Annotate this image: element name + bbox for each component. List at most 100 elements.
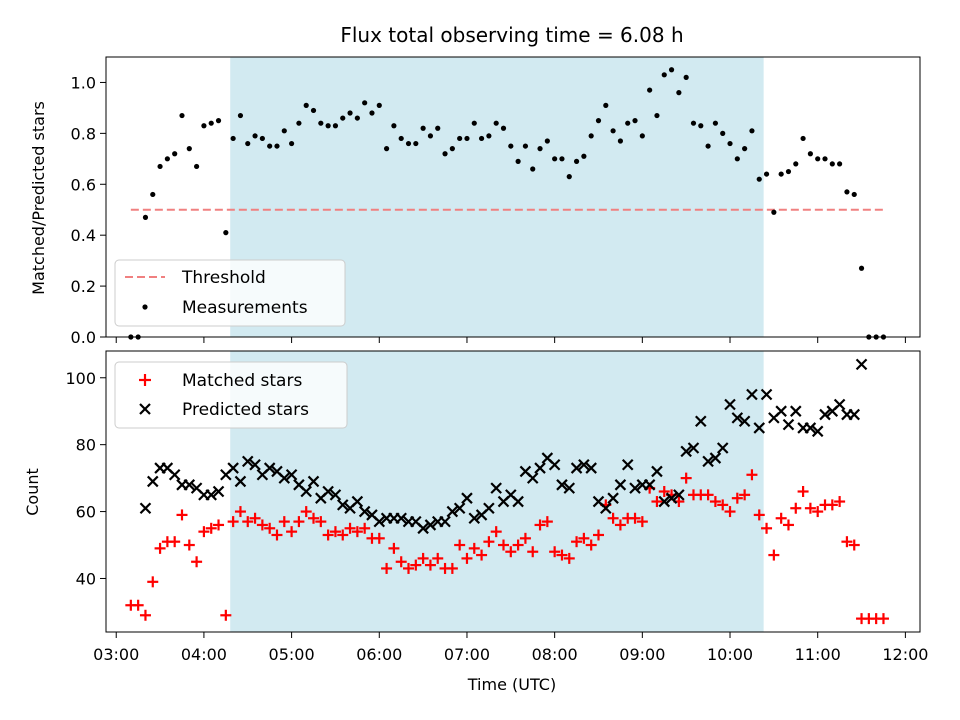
predicted-star-point xyxy=(249,458,261,471)
measurement-point xyxy=(310,107,317,114)
matched-star-point xyxy=(592,529,604,541)
measurement-point xyxy=(230,135,236,142)
matched-star-point xyxy=(629,512,641,524)
measurement-point xyxy=(515,158,521,164)
y-tick-label: 0.8 xyxy=(71,124,96,143)
legend-matched-swatch xyxy=(139,374,151,386)
measurement-point xyxy=(727,140,733,147)
measurement-point xyxy=(552,156,558,162)
predicted-star-point xyxy=(490,482,502,494)
matched-star-point xyxy=(315,516,327,528)
matched-star-point xyxy=(249,512,261,524)
matched-star-point xyxy=(512,539,524,551)
predicted-star-point xyxy=(651,465,663,478)
predicted-star-point xyxy=(738,415,751,428)
matched-star-point xyxy=(797,486,809,497)
legend-measurements-label: Measurements xyxy=(182,298,308,318)
predicted-star-point xyxy=(183,479,196,491)
predicted-star-point xyxy=(526,472,539,484)
x-tick-label: 06:00 xyxy=(356,645,402,664)
measurement-point xyxy=(245,140,251,147)
matched-star-point xyxy=(176,509,188,521)
predicted-star-point xyxy=(811,425,824,438)
matched-star-point xyxy=(534,519,546,531)
predicted-star-point xyxy=(417,522,429,535)
predicted-star-point xyxy=(658,495,671,508)
matched-star-point xyxy=(483,536,495,548)
predicted-star-point xyxy=(329,489,342,501)
measurement-point xyxy=(486,133,492,139)
matched-star-point xyxy=(132,599,144,611)
matched-star-point xyxy=(614,519,626,531)
predicted-star-point xyxy=(709,452,722,464)
matched-star-point xyxy=(227,516,239,528)
measurement-point xyxy=(391,123,397,129)
predicted-star-point xyxy=(687,442,700,454)
measurement-point xyxy=(398,135,404,142)
matched-star-point xyxy=(381,562,393,574)
predicted-star-point xyxy=(563,482,576,494)
matched-star-point xyxy=(782,519,794,531)
measurement-point xyxy=(632,118,638,124)
measurement-point xyxy=(164,156,170,162)
x-tick-label: 05:00 xyxy=(269,645,315,664)
measurement-point xyxy=(172,151,178,157)
matched-star-point xyxy=(293,516,305,528)
predicted-star-point xyxy=(307,475,320,488)
matched-star-point xyxy=(826,499,838,511)
ratio-panel-frame xyxy=(105,56,921,338)
matched-star-point xyxy=(549,546,561,558)
predicted-star-point xyxy=(716,442,729,454)
measurement-point xyxy=(800,135,806,142)
legend-measurements-swatch xyxy=(142,304,148,310)
matched-star-point xyxy=(256,519,268,531)
matched-star-point xyxy=(775,512,787,524)
measurement-point xyxy=(435,125,441,131)
matched-star-point xyxy=(234,506,246,518)
x-tick-label: 04:00 xyxy=(181,645,227,664)
matched-star-point xyxy=(761,522,773,534)
count-legend-box xyxy=(114,361,348,429)
predicted-star-point xyxy=(804,422,817,434)
predicted-star-point xyxy=(234,475,247,488)
predicted-star-point xyxy=(446,505,459,518)
measurement-point xyxy=(720,130,726,136)
measurement-point xyxy=(303,102,309,108)
measurement-point xyxy=(508,143,514,149)
matched-star-point xyxy=(205,522,217,534)
measurement-point xyxy=(522,143,529,149)
predicted-star-point xyxy=(358,505,371,518)
matched-star-point xyxy=(198,526,210,538)
matched-star-point xyxy=(446,562,458,574)
predicted-star-point xyxy=(439,515,451,528)
measurement-point xyxy=(478,135,485,142)
x-tick-label: 11:00 xyxy=(795,645,841,664)
matched-star-point xyxy=(571,536,583,548)
matched-star-point xyxy=(213,519,225,531)
predicted-star-point xyxy=(336,499,349,511)
predicted-star-point xyxy=(548,458,561,471)
ratio-legend-box xyxy=(114,259,346,327)
x-tick-label: 09:00 xyxy=(619,645,665,664)
measurement-point xyxy=(464,135,470,142)
measurement-point xyxy=(647,87,653,93)
predicted-star-point xyxy=(139,502,152,515)
predicted-star-point xyxy=(263,462,276,474)
matched-star-point xyxy=(724,506,736,518)
ratio-y-ticks: 0.0 0.2 0.4 0.6 0.8 1.0 xyxy=(71,73,106,347)
x-tick-label: 07:00 xyxy=(444,645,490,664)
matched-star-point xyxy=(841,536,853,548)
measurement-point xyxy=(617,138,624,144)
measurement-point xyxy=(325,123,331,129)
x-tick-label: 12:00 xyxy=(882,645,928,664)
matched-star-point xyxy=(790,502,802,514)
measurement-point xyxy=(756,176,762,182)
measurement-point xyxy=(537,146,543,152)
measurement-point xyxy=(215,118,222,124)
measurement-point xyxy=(405,140,412,147)
predicted-star-point xyxy=(578,458,590,471)
measurement-point xyxy=(581,153,587,159)
matched-star-point xyxy=(424,559,436,571)
predicted-star-point xyxy=(146,475,159,488)
predicted-star-point xyxy=(461,492,473,504)
